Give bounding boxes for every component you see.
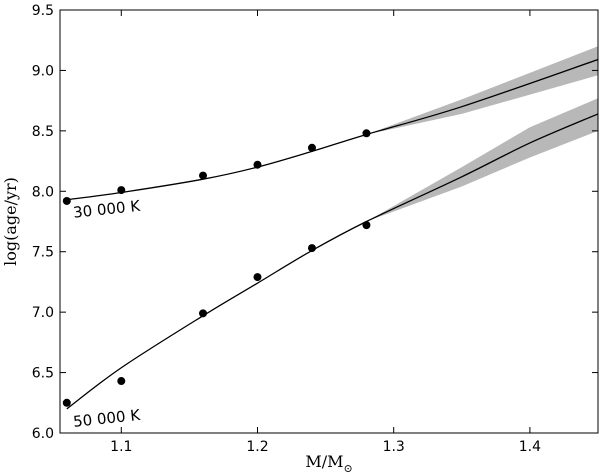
data-point <box>253 273 262 282</box>
fit-curves <box>66 58 598 410</box>
data-point <box>199 309 208 318</box>
x-tick-label: 1.2 <box>246 439 268 455</box>
y-tick-label: 6.0 <box>32 426 54 442</box>
x-tick-label: 1.4 <box>519 439 541 455</box>
data-points <box>62 129 371 407</box>
data-point <box>117 186 126 195</box>
uncertainty-bands <box>366 46 598 222</box>
series-label-0: 30 000 K <box>72 197 142 222</box>
data-point <box>362 221 371 230</box>
y-tick-label: 8.0 <box>32 184 54 200</box>
y-tick-label: 7.0 <box>32 305 54 321</box>
y-tick-label: 7.5 <box>32 245 54 261</box>
y-tick-label: 6.5 <box>32 366 54 382</box>
data-point <box>62 196 71 205</box>
fit-curve-0 <box>66 58 598 201</box>
data-point <box>307 244 316 253</box>
data-point <box>199 171 208 180</box>
x-axis-label-subscript: ⊙ <box>343 462 352 473</box>
data-point <box>253 160 262 169</box>
axis-ticks: 1.1 1.2 1.3 1.4 6.0 6.5 7.0 7.5 8.0 8.5 9.0 9.5 <box>32 3 598 455</box>
data-point <box>307 143 316 152</box>
data-point <box>62 398 71 407</box>
y-tick-label: 8.5 <box>32 124 54 140</box>
y-tick-label: 9.5 <box>32 3 54 19</box>
uncertainty-band-1 <box>366 98 598 222</box>
x-axis-label-main: M/M <box>305 452 343 471</box>
plot-frame <box>59 9 599 434</box>
y-axis-label: log(age/yr) <box>1 177 20 266</box>
x-tick-label: 1.1 <box>110 439 132 455</box>
data-point <box>117 377 126 386</box>
x-axis-label: M/M⊙ <box>305 452 352 473</box>
x-tick-label: 1.3 <box>383 439 405 455</box>
data-point <box>362 129 371 138</box>
series-label-1: 50 000 K <box>72 406 142 431</box>
y-tick-label: 9.0 <box>32 63 54 79</box>
